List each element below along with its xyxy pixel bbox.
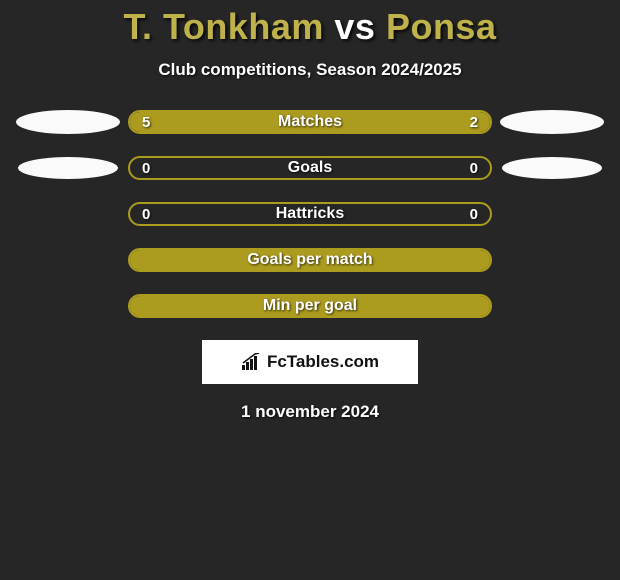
left-ellipse bbox=[16, 110, 120, 134]
stat-label: Hattricks bbox=[130, 204, 490, 224]
stat-bar: Min per goal bbox=[128, 294, 492, 318]
subtitle: Club competitions, Season 2024/2025 bbox=[0, 60, 620, 80]
title-right-player: Ponsa bbox=[386, 6, 497, 47]
left-ellipse-cell bbox=[8, 110, 128, 134]
stat-label: Goals bbox=[130, 158, 490, 178]
right-ellipse bbox=[502, 157, 602, 179]
stat-bar: 00Hattricks bbox=[128, 202, 492, 226]
stat-label: Matches bbox=[130, 112, 490, 132]
left-ellipse-cell bbox=[8, 157, 128, 179]
stat-row: Goals per match bbox=[8, 248, 612, 272]
stat-bar: 52Matches bbox=[128, 110, 492, 134]
brand-badge: FcTables.com bbox=[202, 340, 418, 384]
date-text: 1 november 2024 bbox=[0, 402, 620, 422]
right-ellipse bbox=[500, 110, 604, 134]
brand-text: FcTables.com bbox=[267, 352, 379, 372]
stat-label: Goals per match bbox=[130, 250, 490, 270]
comparison-title: T. Tonkham vs Ponsa bbox=[0, 0, 620, 48]
brand-chart-icon bbox=[241, 353, 263, 371]
stats-chart: 52Matches 00Goals 00Hattricks Goals per mat… bbox=[0, 110, 620, 318]
right-ellipse-cell bbox=[492, 157, 612, 179]
stat-bar: 00Goals bbox=[128, 156, 492, 180]
stat-label: Min per goal bbox=[130, 296, 490, 316]
stat-row: Min per goal bbox=[8, 294, 612, 318]
left-ellipse bbox=[18, 157, 118, 179]
title-left-player: T. Tonkham bbox=[124, 6, 324, 47]
stat-row: 52Matches bbox=[8, 110, 612, 134]
title-vs: vs bbox=[334, 6, 375, 47]
right-ellipse-cell bbox=[492, 110, 612, 134]
stat-bar: Goals per match bbox=[128, 248, 492, 272]
stat-row: 00Goals bbox=[8, 156, 612, 180]
stat-row: 00Hattricks bbox=[8, 202, 612, 226]
